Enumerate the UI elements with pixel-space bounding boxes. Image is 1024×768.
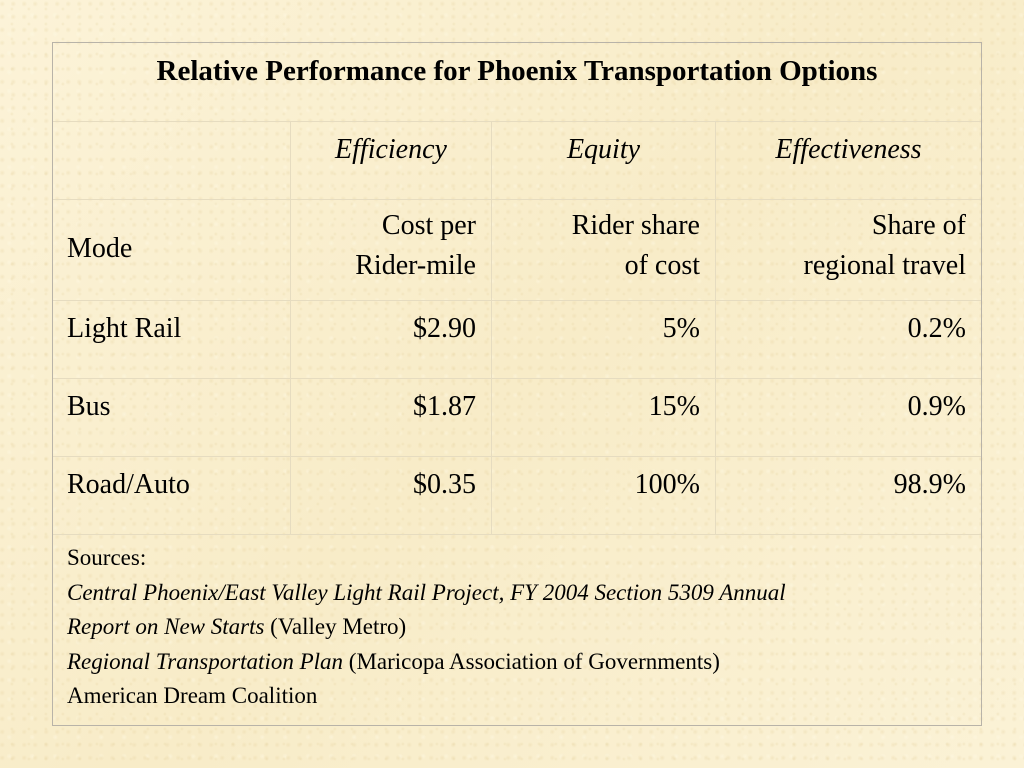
cell-travel-share: 0.9% — [715, 379, 981, 456]
header-travel-share-line2: regional travel — [803, 250, 966, 281]
category-cell-equity: Equity — [491, 122, 715, 199]
cell-rider-share: 15% — [491, 379, 715, 456]
cell-cost: $1.87 — [290, 379, 491, 456]
source-1-title-line1: Central Phoenix/East Valley Light Rail P… — [67, 579, 786, 605]
header-cell-rider-share: Rider share of cost — [491, 200, 715, 300]
category-header-row: Efficiency Equity Effectiveness — [53, 122, 981, 200]
cell-travel-share: 0.2% — [715, 301, 981, 378]
title-row: Relative Performance for Phoenix Transpo… — [53, 43, 981, 122]
table-title: Relative Performance for Phoenix Transpo… — [156, 55, 878, 87]
category-header-efficiency: Efficiency — [335, 134, 447, 165]
table-row-bus: Bus $1.87 15% 0.9% — [53, 379, 981, 457]
row-cost: $2.90 — [413, 313, 476, 344]
row-mode: Light Rail — [67, 313, 182, 344]
cell-rider-share: 100% — [491, 457, 715, 534]
sources-row: Sources: Central Phoenix/East Valley Lig… — [53, 535, 981, 725]
source-2-title: Regional Transportation Plan — [67, 648, 344, 674]
row-rider-share: 5% — [662, 313, 700, 344]
header-rider-share-line2: of cost — [624, 250, 700, 281]
row-rider-share: 15% — [648, 391, 700, 422]
cell-mode: Light Rail — [53, 301, 290, 378]
category-header-effectiveness: Effectiveness — [775, 134, 922, 165]
cell-rider-share: 5% — [491, 301, 715, 378]
column-header-row: Mode Cost per Rider-mile Rider share of … — [53, 200, 981, 301]
cell-cost: $0.35 — [290, 457, 491, 534]
row-mode: Bus — [67, 391, 111, 422]
row-cost: $1.87 — [413, 391, 476, 422]
header-cost-line2: Rider-mile — [355, 250, 476, 281]
header-rider-share-line1: Rider share — [571, 210, 700, 241]
sources-block: Sources: Central Phoenix/East Valley Lig… — [67, 541, 967, 714]
header-travel-share-line1: Share of — [871, 210, 966, 241]
row-travel-share: 0.2% — [907, 313, 966, 344]
cell-mode: Road/Auto — [53, 457, 290, 534]
source-1-title-line2: Report on New Starts — [67, 614, 265, 639]
header-mode: Mode — [67, 233, 133, 264]
category-cell-efficiency: Efficiency — [290, 122, 491, 199]
source-2-publisher: (Maricopa Association of Governments) — [343, 648, 720, 674]
sources-label: Sources: — [67, 545, 147, 570]
category-cell-effectiveness: Effectiveness — [715, 122, 981, 199]
header-cell-cost: Cost per Rider-mile — [290, 200, 491, 300]
source-1-line2: Report on New Starts (Valley Metro) — [67, 610, 967, 645]
cell-mode: Bus — [53, 379, 290, 456]
row-travel-share: 98.9% — [893, 469, 966, 500]
cell-travel-share: 98.9% — [715, 457, 981, 534]
row-rider-share: 100% — [634, 469, 700, 500]
header-cell-travel-share: Share of regional travel — [715, 200, 981, 300]
performance-table: Relative Performance for Phoenix Transpo… — [52, 42, 982, 726]
source-3: American Dream Coalition — [67, 683, 318, 708]
row-cost: $0.35 — [413, 469, 476, 500]
table-row-road-auto: Road/Auto $0.35 100% 98.9% — [53, 457, 981, 535]
row-mode: Road/Auto — [67, 469, 190, 500]
cell-cost: $2.90 — [290, 301, 491, 378]
table-row-light-rail: Light Rail $2.90 5% 0.2% — [53, 301, 981, 379]
header-cost-line1: Cost per — [381, 210, 476, 241]
source-1-publisher: (Valley Metro) — [264, 614, 407, 639]
row-travel-share: 0.9% — [907, 391, 966, 422]
source-2: Regional Transportation Plan (Maricopa A… — [67, 645, 967, 680]
category-header-equity: Equity — [566, 134, 641, 165]
header-cell-mode: Mode — [53, 200, 290, 300]
category-header-blank — [53, 122, 290, 199]
